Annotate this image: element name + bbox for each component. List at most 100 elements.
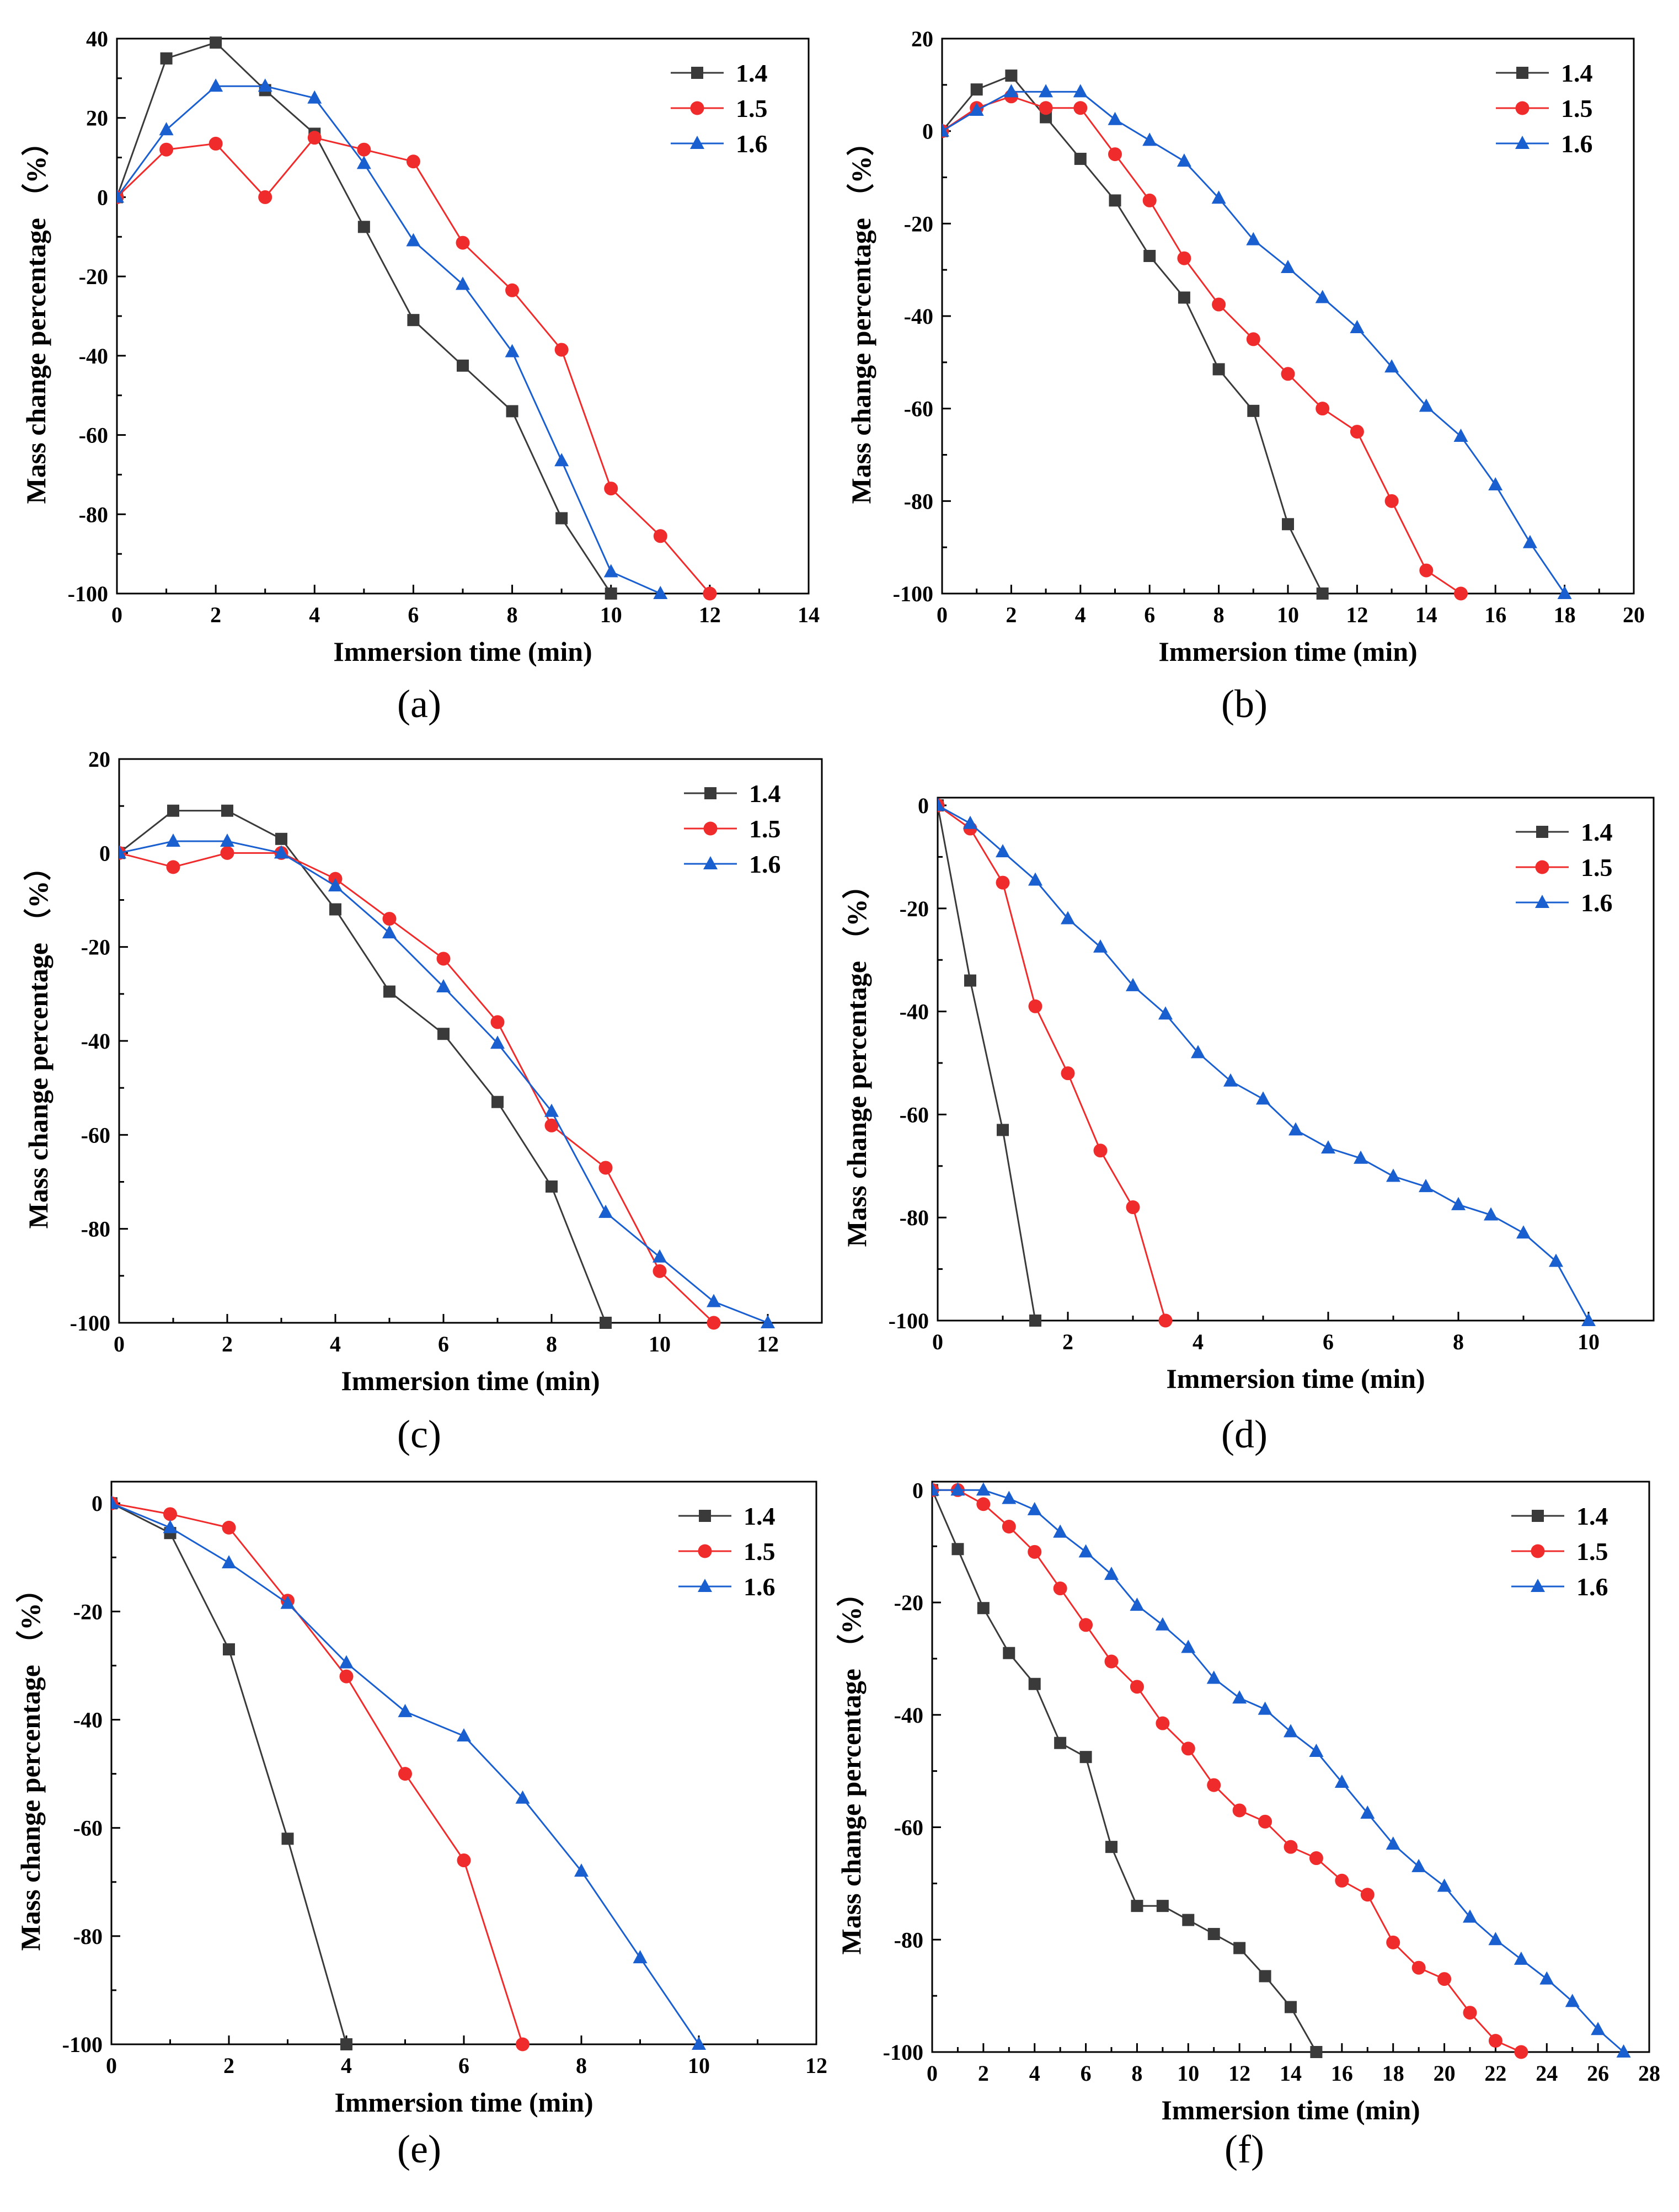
x-axis-title: Immersion time (min) — [1166, 1363, 1425, 1394]
data-point-1.5 — [163, 1507, 177, 1521]
data-point-1.5 — [516, 2037, 530, 2051]
data-point-1.6 — [1488, 1932, 1503, 1946]
legend-label: 1.4 — [1561, 59, 1593, 87]
x-tick-label: 10 — [1177, 2061, 1199, 2086]
legend-entry-1.4: 1.4 — [1516, 818, 1613, 846]
data-point-1.6 — [1028, 872, 1042, 886]
data-point-1.4 — [1074, 152, 1087, 165]
y-tick-label: 0 — [97, 185, 108, 210]
data-point-1.6 — [505, 344, 520, 357]
y-tick-label: 20 — [911, 26, 933, 51]
legend-marker — [698, 1544, 712, 1558]
x-tick-label: 0 — [937, 602, 948, 627]
x-tick-label: 10 — [600, 602, 622, 627]
data-point-1.6 — [328, 878, 343, 891]
data-point-1.6 — [457, 1728, 471, 1741]
chart-panel-a: 0 2 4 6 8 10 12 14 -100 -80 -60 -40 -20 0 20 40 1.4 1.5 1.… — [20, 26, 820, 726]
data-point-1.4 — [1316, 587, 1329, 600]
y-tick-label: -40 — [900, 1000, 929, 1024]
series-line-1.5 — [111, 1502, 523, 2045]
y-tick-label: -20 — [81, 935, 110, 960]
data-point-1.5 — [1130, 1680, 1144, 1694]
data-point-1.6 — [1549, 1253, 1563, 1267]
data-point-1.5 — [1126, 1200, 1140, 1215]
data-point-1.6 — [1281, 259, 1295, 273]
legend-label: 1.4 — [736, 59, 768, 87]
legend-entry-1.6: 1.6 — [671, 130, 768, 158]
data-point-1.5 — [436, 952, 451, 966]
y-tick-label: 0 — [918, 793, 929, 818]
series-line-1.4 — [932, 1489, 1317, 2053]
data-point-1.6 — [1591, 2022, 1606, 2035]
legend-marker — [1536, 826, 1548, 838]
panel-label: (f) — [1225, 2127, 1264, 2171]
data-point-1.5 — [258, 190, 272, 204]
y-tick-label: 40 — [86, 26, 108, 51]
x-tick-label: 0 — [114, 1332, 125, 1356]
series-line-1.4 — [938, 805, 1036, 1321]
data-point-1.4 — [1054, 1737, 1067, 1749]
data-point-1.6 — [963, 815, 977, 829]
data-point-1.6 — [208, 78, 223, 92]
data-point-1.6 — [554, 453, 569, 467]
y-tick-label: 0 — [912, 1478, 923, 1503]
data-point-1.5 — [406, 154, 420, 169]
data-point-1.6 — [969, 102, 984, 116]
legend-label: 1.4 — [1576, 1502, 1608, 1530]
data-point-1.6 — [1191, 1045, 1205, 1059]
y-tick-label: -100 — [62, 2032, 103, 2057]
y-tick-label: -20 — [894, 1590, 923, 1615]
legend-marker — [1516, 67, 1528, 79]
data-point-1.4 — [951, 1543, 964, 1556]
data-point-1.5 — [1281, 367, 1295, 381]
data-point-1.6 — [117, 189, 124, 203]
data-point-1.6 — [1488, 477, 1503, 490]
y-tick-label: -80 — [894, 1927, 923, 1952]
data-point-1.4 — [281, 1832, 294, 1845]
legend-marker — [690, 136, 704, 149]
legend-marker — [1515, 101, 1530, 115]
data-point-1.6 — [220, 833, 234, 847]
data-point-1.6 — [1514, 1951, 1528, 1965]
data-point-1.6 — [159, 122, 174, 136]
data-point-1.6 — [456, 276, 470, 290]
x-tick-label: 14 — [798, 602, 820, 627]
data-point-1.5 — [1061, 1066, 1075, 1081]
data-point-1.5 — [1053, 1581, 1067, 1596]
series-line-1.4 — [111, 1502, 347, 2045]
data-point-1.4 — [1028, 1677, 1041, 1690]
data-point-1.5 — [976, 1497, 991, 1511]
data-point-1.6 — [119, 845, 126, 859]
data-point-1.4 — [160, 52, 173, 65]
y-tick-label: -100 — [883, 2040, 923, 2065]
legend-entry-1.6: 1.6 — [678, 1573, 776, 1601]
data-point-1.5 — [554, 343, 569, 357]
panel-label: (b) — [1221, 682, 1268, 726]
data-point-1.4 — [223, 1643, 235, 1656]
legend-label: 1.5 — [749, 815, 781, 843]
x-axis-title: Immersion time (min) — [1161, 2095, 1420, 2125]
data-point-1.6 — [1177, 153, 1191, 167]
data-point-1.6 — [1411, 1858, 1426, 1872]
x-tick-label: 4 — [330, 1332, 341, 1356]
data-point-1.6 — [1565, 1994, 1580, 2007]
data-point-1.4 — [1156, 1900, 1169, 1912]
data-point-1.5 — [1158, 1313, 1173, 1328]
x-tick-label: 16 — [1484, 602, 1506, 627]
series-line-1.6 — [119, 840, 768, 1324]
data-point-1.4 — [1143, 250, 1156, 263]
data-point-1.5 — [1463, 2006, 1477, 2020]
x-tick-label: 2 — [210, 602, 221, 627]
data-point-1.6 — [1093, 939, 1108, 953]
data-point-1.5 — [1212, 297, 1226, 312]
data-point-1.4 — [506, 405, 518, 418]
y-tick-label: -20 — [900, 896, 929, 921]
data-point-1.5 — [1454, 586, 1468, 601]
data-point-1.4 — [1131, 1900, 1143, 1912]
data-point-1.5 — [1350, 425, 1364, 439]
data-point-1.5 — [1335, 1873, 1349, 1888]
y-tick-label: -40 — [79, 344, 108, 368]
y-tick-label: -80 — [73, 1924, 103, 1949]
series-group — [942, 70, 1572, 601]
legend-label: 1.4 — [749, 779, 781, 808]
